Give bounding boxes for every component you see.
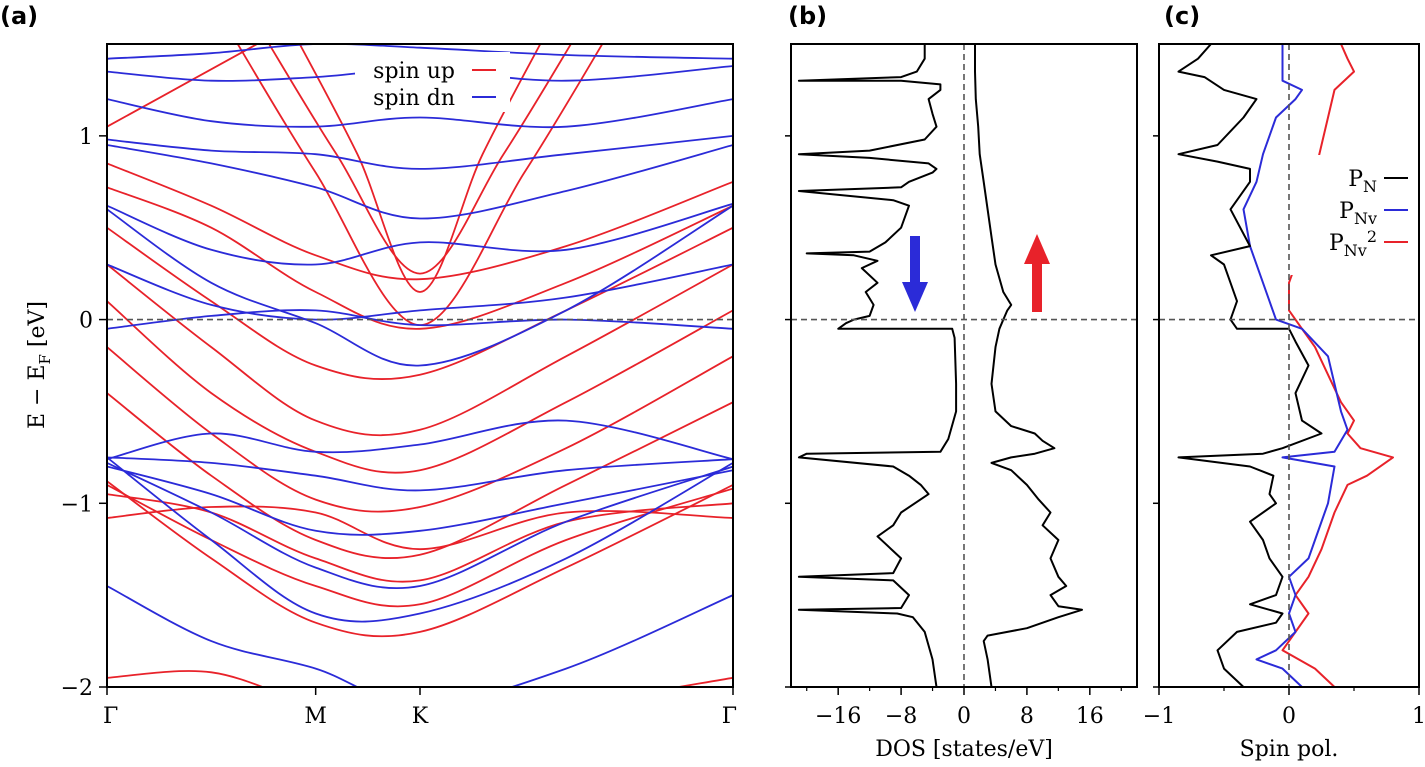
c-x-tick-label: 0 [1282, 704, 1296, 729]
spin-up-band-13 [268, 44, 572, 275]
spin-up-band-1 [107, 480, 733, 638]
panel-b: (b) −16 −8 0 8 16 DOS [states/eV] [785, 2, 1138, 762]
panel-a-y-ticks: −2 −1 0 1 [61, 125, 107, 701]
pol-legend-label: PN [1348, 167, 1377, 196]
spin-up-band-0 [107, 670, 733, 687]
spin-polarization-plot [1159, 44, 1419, 687]
spin-dn-band-0 [107, 585, 733, 687]
a-x-tick-label: K [412, 704, 429, 729]
a-y-tick-label: 1 [79, 125, 93, 150]
spin-dn-band-4 [107, 456, 733, 492]
spin-up-band-9 [107, 226, 733, 380]
spin-dn-band-11 [107, 135, 733, 170]
spin-dn-band-3 [107, 465, 733, 536]
spin-up-band-10 [107, 186, 733, 330]
spin-up-band-7 [107, 300, 733, 474]
panel-b-y-ticks [785, 135, 791, 688]
spin-arrows [902, 234, 1050, 312]
a-x-tick-label: Γ [103, 704, 118, 729]
spin-dn-band-1 [107, 456, 733, 623]
a-y-tick-label: 0 [79, 309, 93, 334]
pol-legend-label: PNv [1339, 199, 1377, 228]
spin-dn-band-9 [107, 309, 733, 330]
spin-dn-band-14 [107, 44, 733, 60]
dos-spin-down-curve [797, 44, 958, 687]
spin-up-arrow-head [1024, 234, 1050, 264]
a-y-tick-label: −1 [61, 492, 93, 517]
spin-up-band-5 [107, 392, 733, 560]
dos-plot [791, 44, 1137, 687]
spin-up-band-15 [298, 44, 542, 293]
b-x-tick-label: 0 [957, 704, 971, 729]
spin-up-arrow-shaft [1032, 262, 1042, 312]
c-x-tick-label: −1 [1143, 704, 1175, 729]
b-x-tick-label: −16 [815, 704, 861, 729]
panel-b-x-axis-label: DOS [states/eV] [875, 737, 1053, 762]
spin-dn-band-10 [107, 144, 733, 220]
spin-up-band-2 [107, 484, 733, 608]
spin-down-arrow-head [902, 282, 928, 312]
pol-legend-background [1290, 155, 1416, 275]
polarization-curve-p-nv [1242, 44, 1349, 687]
spin-dn-band-12 [107, 98, 733, 129]
b-x-tick-label: 8 [1020, 704, 1034, 729]
a-y-tick-label: −2 [61, 676, 93, 701]
panel-b-label: (b) [788, 2, 827, 30]
panel-c-label: (c) [1164, 2, 1200, 30]
spin-up-band-4 [107, 505, 733, 551]
spin-up-band-6 [107, 346, 733, 513]
spin-dn-band-7 [107, 202, 733, 266]
a-x-tick-label: Γ [722, 704, 737, 729]
polarization-curve-p-n [1177, 44, 1323, 687]
c-x-tick-label: 1 [1412, 704, 1425, 729]
spin-up-band-8 [107, 263, 733, 437]
pol-legend-label: PNv2 [1329, 227, 1377, 260]
panel-a: (a) −2 −1 0 1 Γ M K Γ E − EF [eV] spin upspin … [0, 2, 737, 729]
panel-b-x-ticks: −16 −8 0 8 16 [806, 687, 1122, 729]
spin-up-band-11 [107, 162, 733, 281]
spin-up-band-3 [107, 493, 733, 583]
a-x-tick-label: M [304, 704, 327, 729]
b-x-tick-label: 16 [1076, 704, 1104, 729]
spin-down-arrow-shaft [910, 236, 920, 284]
band-structure-plot [107, 44, 733, 687]
legend-label: spin up [373, 59, 455, 84]
panel-c-x-ticks: −1 0 1 [1143, 687, 1425, 729]
panel-c-x-axis-label: Spin pol. [1240, 737, 1339, 762]
spin-dn-band-6 [107, 204, 733, 367]
panel-a-label: (a) [0, 2, 38, 30]
spin-dn-band-2 [107, 462, 733, 590]
panel-c-y-ticks [1153, 135, 1159, 688]
spin-up-band-12 [107, 44, 260, 128]
spin-dn-band-8 [107, 263, 733, 321]
legend-label: spin dn [373, 86, 455, 111]
legend-background [355, 52, 510, 112]
b-x-tick-label: −8 [885, 704, 917, 729]
dos-spin-up-curve [974, 44, 1083, 687]
spin-dn-band-5 [107, 419, 733, 461]
panel-a-y-axis-label: E − EF [eV] [25, 301, 54, 429]
polarization-curve-p-nv-2 [1281, 44, 1394, 687]
